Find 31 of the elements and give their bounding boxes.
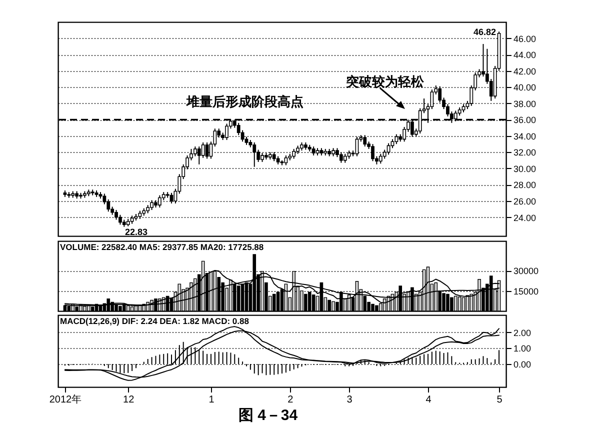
y-tick-label: 2.00 <box>514 328 532 338</box>
x-tick-label: 12 <box>123 394 135 406</box>
y-tick-label: 32.00 <box>514 148 536 158</box>
x-tick-label: 2 <box>288 394 294 406</box>
y-tick-label: 15000 <box>514 286 539 296</box>
y-tick-label: 34.00 <box>514 131 536 142</box>
y-tick-label: 42.00 <box>514 66 536 76</box>
y-tick-label: 46.00 <box>514 34 536 44</box>
y-tick-label: 30000 <box>514 266 539 276</box>
y-tick-label: 0.00 <box>514 360 532 370</box>
y-tick-label: 1.00 <box>514 344 532 354</box>
x-tick-label: 3 <box>346 394 353 406</box>
y-tick-label: 38.00 <box>514 98 536 109</box>
x-tick-label: 4 <box>426 394 432 406</box>
x-tick-label: 5 <box>496 394 503 406</box>
annotation: MACD(12,26,9) DIF: 2.24 DEA: 1.82 MACD: 0.88 <box>60 316 250 326</box>
caption: 图 4－34 <box>238 407 298 424</box>
y-tick-label: 44.00 <box>514 50 536 60</box>
annotation: 46.82 <box>473 27 496 37</box>
y-tick-label: 26.00 <box>514 196 536 207</box>
x-tick-label: 2012年 <box>49 394 82 406</box>
y-tick-label: 40.00 <box>514 82 536 93</box>
y-tick-label: 30.00 <box>514 164 536 174</box>
annotation: 22.83 <box>125 227 148 237</box>
y-tick-label: 24.00 <box>514 212 536 223</box>
annotation: VOLUME: 22582.40 MA5: 29377.85 MA20: 17725.88 <box>60 242 264 252</box>
annotation: 堆量后形成阶段高点 <box>186 94 304 109</box>
y-tick-label: 28.00 <box>514 180 536 190</box>
x-tick-label: 1 <box>208 394 215 406</box>
annotation: 突破较为轻松 <box>345 74 425 89</box>
y-tick-label: 36.00 <box>514 115 536 126</box>
